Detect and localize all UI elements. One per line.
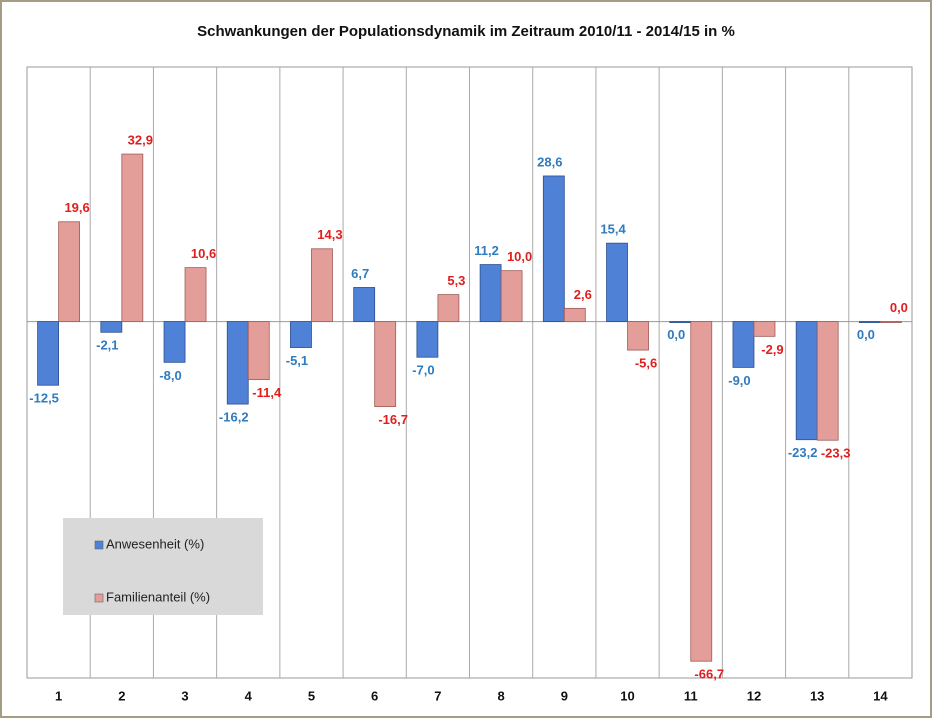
- data-label: 0,0: [890, 300, 908, 315]
- data-label: -5,1: [286, 353, 308, 368]
- bar: [542, 175, 565, 322]
- data-label: 10,6: [191, 246, 216, 261]
- data-label: -2,1: [96, 338, 118, 353]
- data-label: 0,0: [667, 327, 685, 342]
- bar: [184, 267, 207, 322]
- chart-title: Schwankungen der Populationsdynamik im Z…: [197, 23, 735, 40]
- data-label: -8,0: [159, 368, 181, 383]
- data-label: 15,4: [600, 222, 626, 237]
- data-label: -16,2: [219, 410, 249, 425]
- bar: [563, 307, 586, 322]
- legend-swatch: [94, 540, 104, 550]
- bar: [121, 153, 144, 322]
- bar: [100, 321, 123, 333]
- bar: [58, 221, 81, 322]
- bar: [416, 321, 439, 358]
- bar: [374, 321, 397, 408]
- x-tick-label: 7: [434, 688, 441, 703]
- data-label: 2,6: [574, 287, 592, 302]
- bar: [816, 321, 839, 441]
- data-label: -12,5: [29, 391, 59, 406]
- bar: [753, 321, 776, 337]
- data-label: -2,9: [761, 342, 783, 357]
- x-tick-label: 4: [245, 688, 253, 703]
- legend-label: Familienanteil (%): [106, 589, 210, 604]
- bar: [732, 321, 755, 368]
- data-label: 14,3: [317, 227, 342, 242]
- data-label: -23,2: [788, 445, 818, 460]
- legend-label: Anwesenheit (%): [106, 536, 204, 551]
- data-label: 0,0: [857, 327, 875, 342]
- bar: [606, 242, 628, 322]
- x-tick-label: 9: [561, 688, 568, 703]
- x-tick-label: 1: [55, 688, 62, 703]
- bar: [669, 321, 692, 323]
- x-tick-label: 5: [308, 688, 315, 703]
- bar: [311, 248, 333, 322]
- bar: [163, 321, 186, 363]
- x-tick-label: 13: [810, 688, 824, 703]
- bar: [37, 321, 60, 386]
- x-tick-label: 14: [873, 688, 888, 703]
- data-label: 32,9: [128, 133, 153, 148]
- x-tick-label: 11: [684, 688, 698, 703]
- data-label: -66,7: [694, 667, 724, 682]
- bar: [500, 270, 523, 322]
- data-label: -9,0: [728, 373, 750, 388]
- data-label: -7,0: [412, 363, 434, 378]
- bar: [437, 294, 460, 322]
- bar: [627, 321, 649, 351]
- bar: [858, 321, 881, 323]
- bar: [290, 321, 312, 348]
- x-tick-label: 3: [181, 688, 188, 703]
- data-label: 19,6: [64, 200, 89, 215]
- data-label: -16,7: [378, 412, 408, 427]
- data-label: -11,4: [252, 385, 282, 400]
- data-label: 28,6: [537, 154, 562, 169]
- x-tick-label: 8: [497, 688, 504, 703]
- bar: [690, 321, 713, 662]
- x-tick-label: 6: [371, 688, 378, 703]
- data-label: 5,3: [447, 273, 465, 288]
- x-tick-label: 10: [620, 688, 634, 703]
- bar: [795, 321, 818, 441]
- data-label: -5,6: [635, 356, 657, 371]
- data-label: -23,3: [821, 446, 851, 461]
- bar: [879, 321, 902, 323]
- x-tick-label: 2: [118, 688, 125, 703]
- bar: [479, 264, 502, 322]
- legend-swatch: [94, 593, 104, 603]
- data-label: 11,2: [474, 243, 499, 258]
- bar: [353, 287, 376, 322]
- data-label: 6,7: [351, 266, 369, 281]
- data-label: 10,0: [507, 249, 532, 264]
- bar: [247, 321, 270, 381]
- x-tick-label: 12: [747, 688, 761, 703]
- bar: [226, 321, 249, 405]
